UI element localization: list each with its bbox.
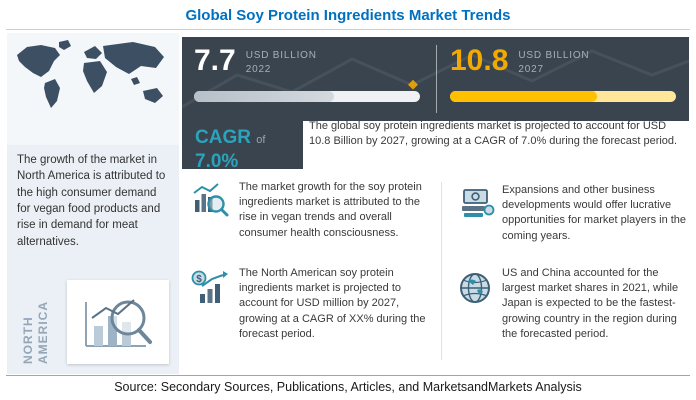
world-map-image (7, 33, 179, 145)
cagr-box: CAGR of 7.0% (182, 121, 303, 172)
growth-dollar-icon: $ (191, 270, 228, 303)
year-2022: 2022 (245, 64, 272, 75)
stat-2027: 10.8 USD BILLION 2027 (450, 45, 589, 77)
globe-icon (460, 273, 490, 303)
region-description: The growth of the market in North Americ… (17, 154, 166, 248)
cagr-of: of (256, 134, 266, 146)
region-panel: The growth of the market in North Americ… (7, 33, 179, 374)
source-note: Source: Secondary Sources, Publications,… (114, 380, 582, 394)
value-2022: 7.7 (194, 44, 236, 77)
bullet-country-shares: US and China accounted for the largest m… (502, 267, 679, 340)
cagr-label: CAGR (195, 127, 251, 148)
money-notes-icon (462, 189, 495, 217)
bar-2022 (194, 91, 420, 102)
bar-2027-fill (450, 91, 597, 102)
stats-divider (436, 45, 437, 113)
value-2027: 10.8 (450, 44, 509, 77)
chart-magnifier-icon (193, 183, 229, 217)
cagr-value: 7.0% (195, 151, 239, 172)
stat-2022: 7.7 USD BILLION 2022 (194, 45, 317, 77)
page-title: Global Soy Protein Ingredients Market Tr… (185, 7, 511, 24)
bullet-vegan-trends: The market growth for the soy protein in… (239, 181, 422, 239)
stats-panel: 7.7 USD BILLION 2022 10.8 USD BILLION 2027 (182, 37, 689, 121)
sparkline-decoration (182, 49, 689, 109)
bullet-north-america-projection: The North American soy protein ingredien… (239, 267, 426, 340)
svg-text:$: $ (196, 274, 202, 285)
year-2027: 2027 (518, 64, 544, 75)
title-divider (6, 29, 690, 30)
bullet-expansions: Expansions and other business developmen… (502, 184, 687, 242)
chart-illustration-card (67, 280, 169, 364)
region-label: NORTH AMERICA (21, 301, 50, 364)
unit-2022: USD BILLION (245, 50, 317, 61)
footer-divider (6, 375, 690, 376)
bar-2022-fill (194, 91, 335, 102)
unit-2027: USD BILLION (518, 50, 590, 61)
bar-2027 (450, 91, 676, 102)
column-divider (441, 182, 442, 360)
chart-magnifier-illustration-icon (85, 299, 152, 347)
market-summary: The global soy protein ingredients marke… (309, 120, 678, 147)
